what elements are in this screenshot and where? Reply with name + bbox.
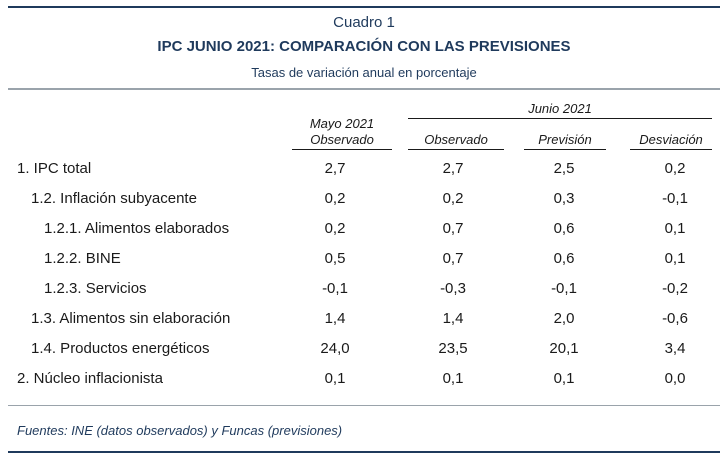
table-row-servicios: 1.2.3. Servicios -0,1 -0,3 -0,1 -0,2 [0, 280, 726, 302]
column-header-observado: Observado [408, 132, 504, 150]
column-header-desviacion: Desviación [630, 132, 712, 150]
cell-prevision: 2,0 [553, 310, 575, 327]
row-label: 1.2.2. BINE [44, 250, 121, 267]
cell-mayo: 0,1 [324, 370, 346, 387]
cell-mayo: -0,1 [322, 280, 348, 297]
cell-desviacion: -0,6 [662, 310, 688, 327]
cell-observado: 23,5 [438, 340, 468, 357]
cell-desviacion: 0,0 [664, 370, 686, 387]
header-rule [8, 88, 720, 90]
cell-mayo: 2,7 [324, 160, 346, 177]
cell-desviacion: 0,1 [664, 220, 686, 237]
cell-desviacion: 3,4 [664, 340, 686, 357]
table-row-bine: 1.2.2. BINE 0,5 0,7 0,6 0,1 [0, 250, 726, 272]
cell-observado: 0,2 [442, 190, 464, 207]
column-header-prevision-label: Previsión [524, 132, 606, 150]
row-label: 1.3. Alimentos sin elaboración [31, 310, 231, 327]
table-subtitle: Tasas de variación anual en porcentaje [251, 65, 477, 80]
cell-desviacion: 0,1 [664, 250, 686, 267]
cell-observado: 0,1 [442, 370, 464, 387]
column-header-observado-label: Observado [408, 132, 504, 150]
cell-prevision: 20,1 [549, 340, 579, 357]
cell-mayo: 0,2 [324, 190, 346, 207]
column-header-prevision: Previsión [524, 132, 606, 150]
table-row-ipc-total: 1. IPC total 2,7 2,7 2,5 0,2 [0, 160, 726, 182]
source-note: Fuentes: INE (datos observados) y Funcas… [17, 423, 343, 438]
cell-observado: -0,3 [440, 280, 466, 297]
top-rule [8, 6, 720, 8]
table-row-inflacion-subyacente: 1.2. Inflación subyacente 0,2 0,2 0,3 -0… [0, 190, 726, 212]
column-group-junio: Junio 2021 [408, 101, 712, 119]
footer-rule [8, 405, 720, 406]
cell-mayo: 24,0 [320, 340, 350, 357]
cell-prevision: -0,1 [551, 280, 577, 297]
cell-prevision: 0,6 [553, 220, 575, 237]
cell-prevision: 0,1 [553, 370, 575, 387]
row-label: 1. IPC total [17, 160, 92, 177]
cell-mayo: 1,4 [324, 310, 346, 327]
table-row-alimentos-sin-elaboracion: 1.3. Alimentos sin elaboración 1,4 1,4 2… [0, 310, 726, 332]
table-row-alimentos-elaborados: 1.2.1. Alimentos elaborados 0,2 0,7 0,6 … [0, 220, 726, 242]
column-header-desviacion-label: Desviación [630, 132, 712, 150]
row-label: 1.2.3. Servicios [44, 280, 147, 297]
cell-desviacion: -0,1 [662, 190, 688, 207]
cell-prevision: 0,3 [553, 190, 575, 207]
table-row-productos-energeticos: 1.4. Productos energéticos 24,0 23,5 20,… [0, 340, 726, 362]
cell-mayo: 0,5 [324, 250, 346, 267]
cell-observado: 2,7 [442, 160, 464, 177]
column-header-mayo-observado: Observado [292, 132, 392, 150]
cell-observado: 0,7 [442, 250, 464, 267]
bottom-rule [8, 451, 720, 453]
column-header-mayo: Mayo 2021 Observado [292, 116, 392, 150]
table-row-nucleo-inflacionista: 2. Núcleo inflacionista 0,1 0,1 0,1 0,0 [0, 370, 726, 392]
cell-prevision: 0,6 [553, 250, 575, 267]
cell-mayo: 0,2 [324, 220, 346, 237]
cell-observado: 1,4 [442, 310, 464, 327]
row-label: 1.4. Productos energéticos [31, 340, 210, 357]
table-number: Cuadro 1 [333, 14, 395, 31]
cell-desviacion: -0,2 [662, 280, 688, 297]
row-label: 1.2.1. Alimentos elaborados [44, 220, 230, 237]
row-label: 1.2. Inflación subyacente [31, 190, 197, 207]
cell-observado: 0,7 [442, 220, 464, 237]
table-title: IPC JUNIO 2021: COMPARACIÓN CON LAS PREV… [157, 38, 571, 55]
row-label: 2. Núcleo inflacionista [17, 370, 163, 387]
column-header-mayo-period: Mayo 2021 [309, 116, 375, 131]
cell-desviacion: 0,2 [664, 160, 686, 177]
cell-prevision: 2,5 [553, 160, 575, 177]
